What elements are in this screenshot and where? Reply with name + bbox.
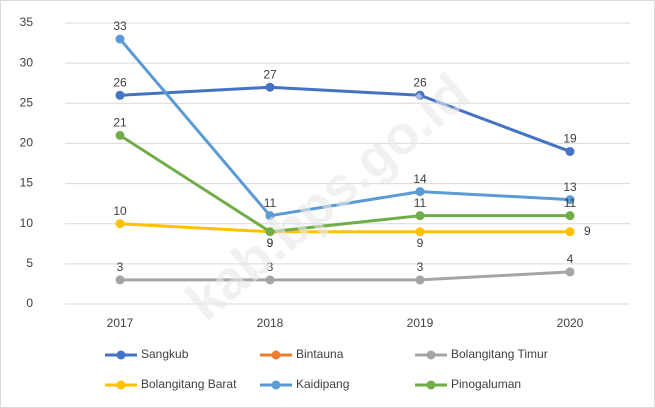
data-label: 13: [563, 180, 577, 194]
y-tick-label: 20: [20, 136, 34, 150]
legend-label: Bolangitang Barat: [141, 377, 237, 391]
point: [565, 267, 575, 277]
point: [415, 275, 425, 285]
x-tick-label: 2018: [257, 316, 284, 330]
legend: Sangkub Bintauna Bolangitang Timur Bolangit…: [105, 347, 548, 391]
y-tick-label: 15: [20, 176, 34, 190]
series-line: [119, 85, 571, 153]
point: [565, 227, 575, 237]
legend-label: Sangkub: [141, 347, 189, 361]
data-label: 4: [567, 252, 574, 266]
y-tick-label: 30: [20, 55, 34, 69]
series-line: [119, 222, 570, 234]
legend-marker: [271, 380, 281, 390]
point: [415, 187, 425, 197]
data-label: 33: [113, 19, 127, 33]
data-label: 3: [417, 260, 424, 274]
data-label: 11: [414, 196, 427, 210]
data-label: 26: [413, 75, 427, 89]
point: [115, 219, 125, 229]
y-tick-label: 35: [20, 15, 34, 29]
point: [115, 275, 125, 285]
data-label: 27: [263, 67, 277, 81]
point: [415, 227, 425, 237]
series-line: [120, 270, 571, 282]
data-label: 11: [264, 196, 277, 210]
data-label: 11: [564, 196, 577, 210]
data-label: 9: [267, 236, 274, 250]
legend-label: Bintauna: [296, 347, 344, 361]
data-label: 14: [413, 172, 427, 186]
data-label: 9: [267, 236, 274, 250]
point: [265, 211, 275, 221]
legend-marker: [271, 350, 281, 360]
point: [115, 34, 125, 44]
data-label: 21: [113, 116, 127, 130]
point: [565, 211, 575, 221]
data-label: 9: [584, 224, 591, 238]
series-line: [119, 134, 570, 234]
point: [115, 90, 125, 100]
legend-label: Bolangitang Timur: [451, 347, 548, 361]
series-line: [118, 38, 571, 218]
point: [115, 130, 125, 140]
legend-marker: [116, 380, 126, 390]
point: [565, 195, 575, 205]
grid: 0 5 10 15 20 25 30 35 2017 2018 2019 2020: [20, 15, 630, 330]
x-tick-label: 2017: [107, 316, 134, 330]
legend-marker: [116, 350, 126, 360]
x-tick-label: 2020: [557, 316, 584, 330]
point: [565, 146, 575, 156]
data-label: 3: [267, 260, 274, 274]
y-tick-label: 5: [26, 256, 33, 270]
legend-label: Kaidipang: [296, 377, 349, 391]
legend-label: Pinogaluman: [451, 377, 521, 391]
point: [265, 275, 275, 285]
point: [415, 90, 425, 100]
data-label: 9: [417, 236, 424, 250]
data-label: 19: [563, 132, 577, 146]
y-tick-label: 10: [20, 216, 34, 230]
point: [265, 227, 275, 237]
point: [265, 82, 275, 92]
legend-marker: [426, 380, 436, 390]
point: [415, 211, 425, 221]
legend-marker: [426, 350, 436, 360]
data-label: 10: [113, 204, 127, 218]
data-label: 3: [117, 260, 124, 274]
y-tick-label: 25: [20, 95, 34, 109]
data-label: 26: [113, 75, 127, 89]
y-tick-label: 0: [26, 296, 33, 310]
x-tick-label: 2019: [407, 316, 434, 330]
